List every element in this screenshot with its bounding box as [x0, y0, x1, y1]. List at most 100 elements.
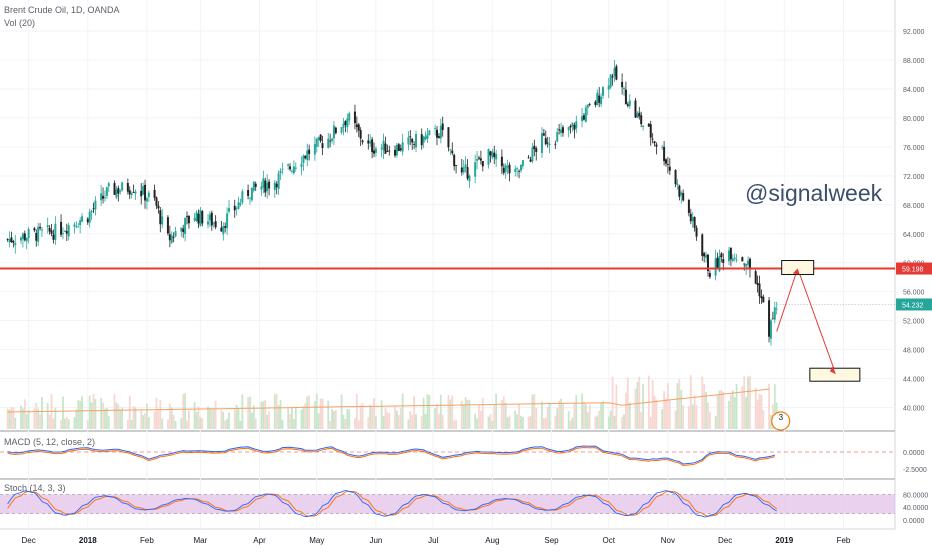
volume-bar — [254, 418, 257, 429]
candle-body — [222, 226, 225, 235]
volume-bar — [607, 416, 610, 429]
volume-bar — [346, 408, 349, 429]
candle — [720, 251, 723, 263]
volume-bar — [184, 393, 187, 429]
candle-body — [308, 149, 311, 154]
candle — [19, 236, 22, 245]
stoch-indicator-title[interactable]: Stoch (14, 3, 3) — [4, 483, 66, 493]
candle — [626, 101, 629, 108]
candle-body — [514, 168, 517, 172]
candle-body — [210, 212, 213, 226]
stoch-k-line — [7, 490, 777, 518]
candle-body — [359, 130, 362, 139]
volume-bar — [466, 399, 469, 429]
volume-indicator-title[interactable]: Vol (20) — [4, 18, 36, 28]
volume-bar — [747, 376, 749, 429]
candle-body — [264, 180, 267, 193]
volume-bar — [424, 413, 427, 429]
volume-bar — [88, 395, 91, 429]
candle — [661, 144, 664, 150]
volume-bar — [533, 393, 536, 429]
candle — [540, 127, 543, 158]
candle-body — [195, 212, 198, 221]
candle — [708, 270, 711, 279]
price-axis-label: 76.000 — [903, 145, 925, 152]
volume-bar — [449, 399, 452, 429]
volume-bar — [134, 407, 137, 429]
candle-body — [23, 233, 26, 241]
candle — [130, 191, 133, 199]
candle — [334, 126, 337, 135]
macd-axis-label: -2.5000 — [903, 467, 927, 474]
candle-body — [409, 136, 412, 138]
candle — [453, 153, 456, 171]
candle-body — [144, 184, 147, 201]
candle-body — [609, 74, 612, 88]
volume-histogram — [6, 375, 778, 429]
volume-bar — [728, 400, 730, 429]
macd-indicator-title[interactable]: MACD (5, 12, close, 2) — [4, 437, 96, 447]
candle — [663, 141, 666, 166]
volume-bar — [201, 418, 204, 429]
candle-body — [623, 87, 626, 90]
candle-body — [762, 296, 765, 303]
volume-bar — [308, 395, 311, 429]
candle-body — [506, 166, 509, 168]
candle-body — [397, 144, 400, 151]
candle-body — [411, 138, 414, 143]
volume-bar — [453, 420, 456, 429]
candle-body — [689, 213, 692, 222]
time-axis-label: Jul — [428, 536, 438, 545]
candle — [481, 160, 484, 172]
candle — [184, 217, 187, 242]
candle — [79, 217, 82, 234]
candle — [105, 186, 108, 200]
candle — [304, 155, 307, 160]
volume-bar — [493, 405, 496, 429]
candle-body — [491, 151, 494, 158]
volume-bar — [731, 390, 734, 429]
candle — [460, 159, 463, 176]
arrowhead-up — [792, 268, 800, 275]
candle — [474, 154, 477, 184]
candle — [727, 246, 730, 266]
stoch-axis-label: 0.0000 — [903, 518, 925, 525]
volume-bar — [495, 393, 498, 429]
volume-bar — [260, 401, 263, 429]
volume-bar — [275, 393, 278, 429]
candle — [441, 116, 444, 137]
candle — [306, 143, 309, 167]
candle-body — [75, 226, 78, 228]
candle — [260, 181, 263, 196]
volume-bar — [722, 391, 725, 429]
volume-bar — [319, 398, 322, 429]
candle — [235, 206, 238, 216]
candle-body — [582, 115, 585, 120]
volume-bar — [567, 411, 570, 429]
candle-body — [88, 211, 91, 223]
candle-body — [773, 307, 776, 320]
candle — [561, 125, 564, 137]
candle-body — [748, 258, 751, 270]
candle — [382, 133, 385, 159]
candle — [394, 145, 397, 158]
candle — [357, 122, 360, 138]
price-axis-label: 64.000 — [903, 232, 925, 239]
volume-bar — [773, 384, 776, 429]
candle — [290, 169, 293, 174]
candle — [212, 221, 215, 228]
volume-bar — [529, 415, 532, 429]
candle — [569, 124, 572, 134]
candle-body — [544, 138, 547, 145]
candle — [621, 73, 624, 95]
candle — [275, 181, 278, 195]
candle — [332, 121, 335, 146]
candle-body — [252, 181, 255, 191]
volume-bar — [155, 397, 158, 429]
candle-body — [502, 167, 505, 173]
candle — [666, 157, 669, 174]
volume-bar — [518, 404, 520, 429]
candle — [623, 86, 626, 96]
